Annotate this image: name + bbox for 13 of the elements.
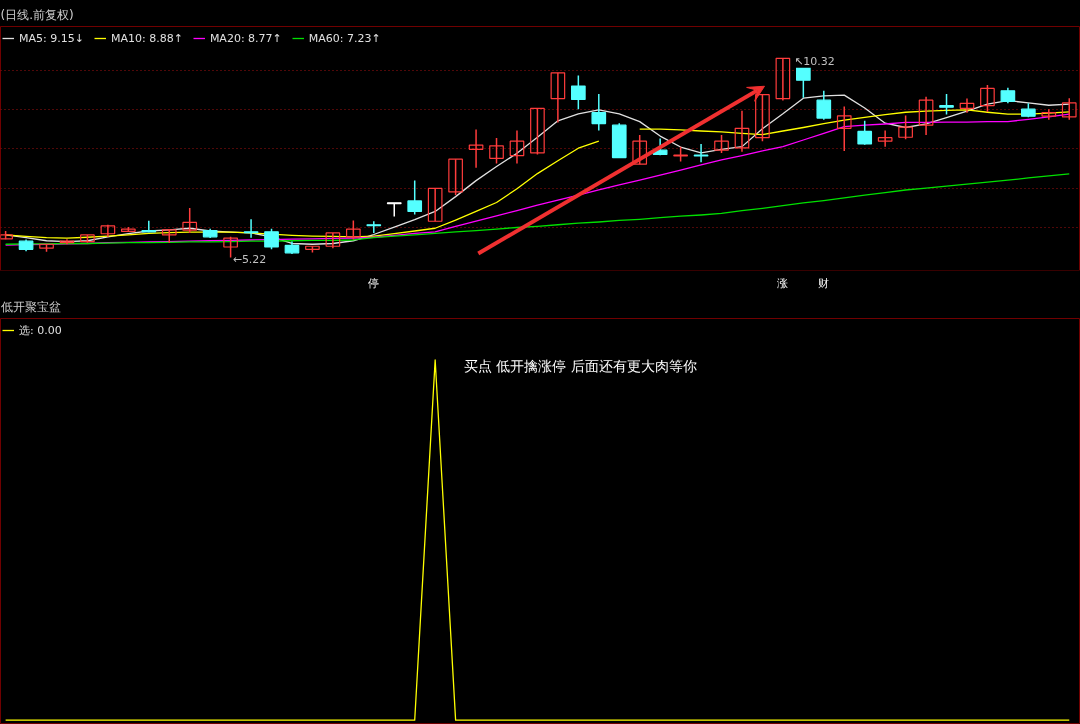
x-tick-label: 停 [368, 276, 380, 290]
legend-label: MA5: 9.15↓ [19, 31, 84, 45]
legend-label: MA60: 7.23↑ [308, 31, 381, 45]
annotation: 买点 低开擒涨停 后面还有更大肉等你 [463, 358, 697, 375]
x-tick-label: 涨 [777, 276, 789, 290]
annotation: ←5.22 [232, 253, 267, 267]
chart-title: 低开聚宝盆 [0, 299, 61, 314]
legend-label: MA10: 8.88↑ [110, 31, 183, 45]
chart-title: (日线.前复权) [0, 7, 74, 22]
legend-label: MA20: 8.77↑ [209, 31, 282, 45]
legend-label: 选: 0.00 [19, 322, 62, 338]
annotation: ↖10.32 [794, 54, 835, 68]
x-tick-label: 财 [818, 276, 830, 290]
